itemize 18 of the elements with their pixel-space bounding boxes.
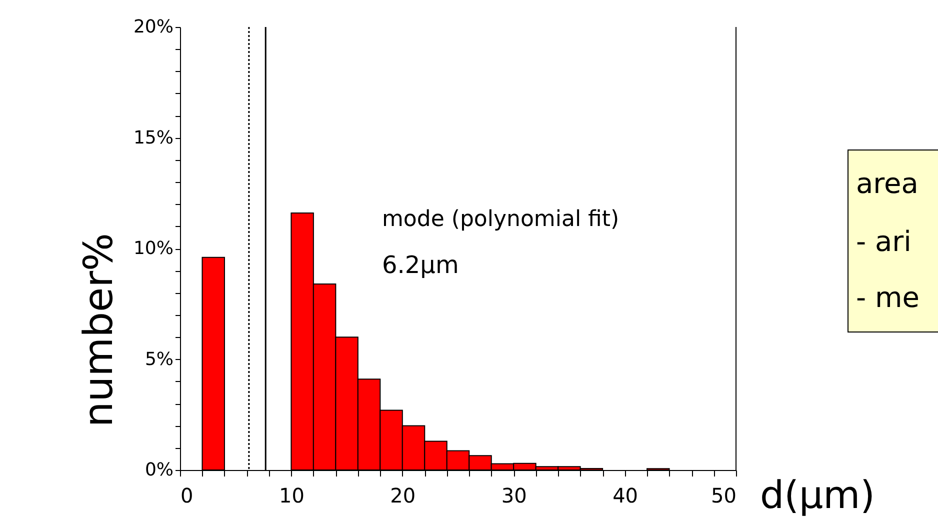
- y-tick-label: 0%: [144, 460, 174, 480]
- x-tick-label: 50: [711, 484, 736, 508]
- text: - ari: [856, 225, 912, 258]
- text: - me: [856, 281, 920, 314]
- x-tick-label: 40: [612, 484, 638, 508]
- x-axis-title: d(μm): [760, 473, 875, 517]
- annotation: 6.2μm: [382, 251, 459, 279]
- y-tick-label: 10%: [133, 238, 174, 259]
- text: area: [856, 167, 918, 200]
- y-axis-title: number%: [76, 232, 122, 428]
- x-tick-label: 20: [390, 484, 416, 508]
- y-tick-label: 5%: [144, 348, 174, 370]
- x-tick-label: 10: [278, 484, 304, 508]
- y-tick-label: 20%: [133, 16, 174, 38]
- y-tick-label: 15%: [133, 127, 174, 148]
- annotation: mode (polynomial fit): [382, 207, 620, 232]
- x-tick-label: 0: [180, 484, 194, 508]
- x-tick-label: 30: [501, 484, 527, 508]
